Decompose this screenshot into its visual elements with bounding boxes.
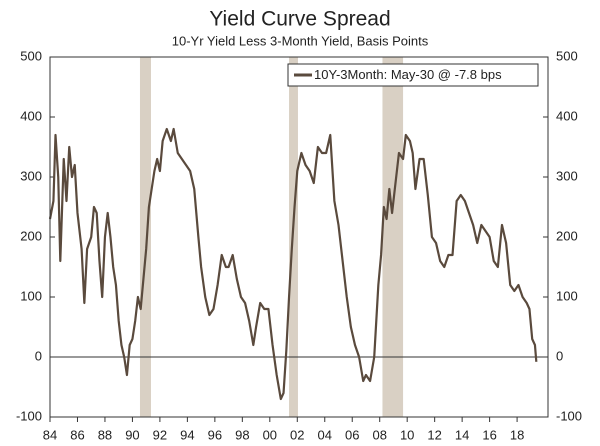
chart-title: Yield Curve Spread	[209, 8, 390, 31]
y2-tick-label: 200	[556, 228, 578, 243]
x-tick-label: 98	[235, 427, 249, 442]
y-tick-label: 100	[20, 288, 42, 303]
x-tick-label: 12	[427, 427, 441, 442]
plot-frame	[49, 56, 549, 418]
y-tick-label: 500	[20, 48, 42, 63]
x-tick-label: 84	[43, 427, 57, 442]
chart-subtitle: 10-Yr Yield Less 3-Month Yield, Basis Po…	[172, 33, 429, 48]
x-tick-label: 02	[290, 427, 304, 442]
y2-tick-label: 100	[556, 288, 578, 303]
y-tick-label: 300	[20, 168, 42, 183]
x-tick-label: 88	[98, 427, 112, 442]
x-tick-label: 08	[372, 427, 386, 442]
x-tick-label: 94	[180, 427, 194, 442]
x-tick-label: 92	[153, 427, 167, 442]
y-tick-label: 0	[35, 348, 42, 363]
y2-tick-label: 500	[556, 48, 578, 63]
y2-tick-label: 300	[556, 168, 578, 183]
legend-label: 10Y-3Month: May-30 @ -7.8 bps	[314, 67, 502, 82]
x-tick-label: 00	[263, 427, 277, 442]
y2-tick-label: 0	[556, 348, 563, 363]
x-tick-label: 16	[482, 427, 496, 442]
y-tick-label: -100	[16, 408, 42, 423]
x-tick-label: 18	[510, 427, 524, 442]
series-line	[48, 127, 538, 401]
x-tick-label: 96	[208, 427, 222, 442]
recession-band	[139, 57, 151, 417]
x-tick-label: 04	[318, 427, 332, 442]
y-tick-label: 200	[20, 228, 42, 243]
x-tick-label: 10	[400, 427, 414, 442]
x-tick-label: 14	[455, 427, 469, 442]
x-tick-label: 90	[125, 427, 139, 442]
recession-band	[382, 57, 404, 417]
x-tick-label: 06	[345, 427, 359, 442]
y-tick-label: 400	[20, 108, 42, 123]
legend-box	[287, 63, 539, 87]
y2-tick-label: 400	[556, 108, 578, 123]
y2-tick-label: -100	[556, 408, 582, 423]
x-tick-label: 86	[70, 427, 84, 442]
